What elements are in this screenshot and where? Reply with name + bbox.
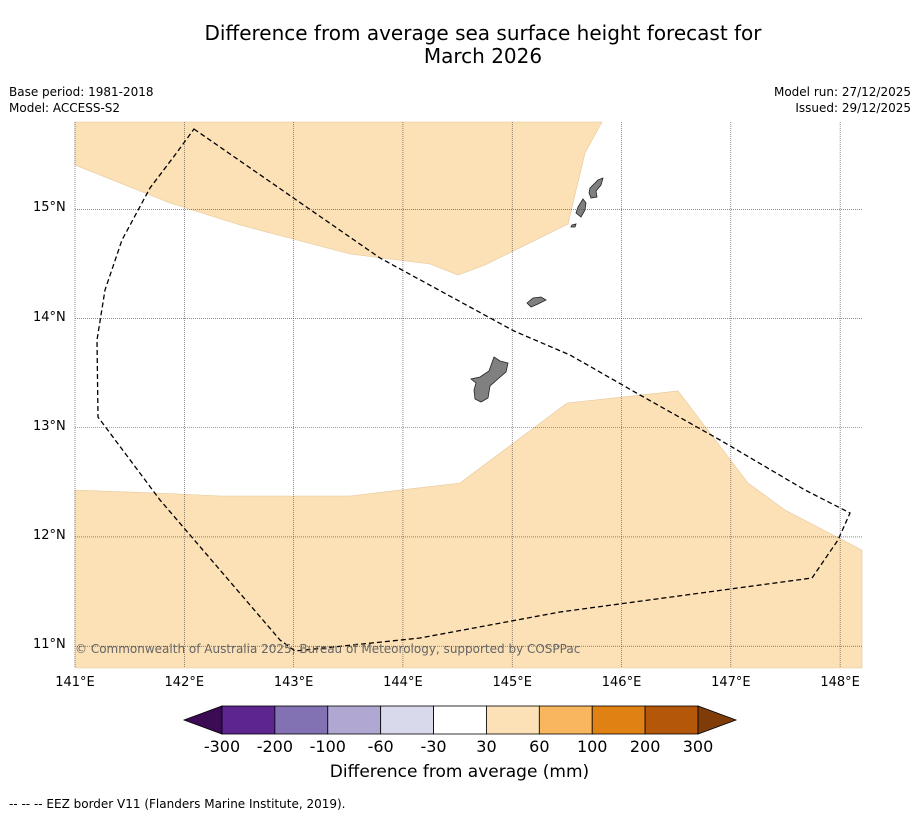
colorbar-segment-6 [538, 705, 593, 735]
lon-label-143: 143°E [273, 675, 314, 690]
meta-right: Model run: 27/12/2025 Issued: 29/12/2025 [774, 84, 911, 116]
colorbar-tick: -100 [309, 737, 346, 756]
chart-title: Difference from average sea surface heig… [0, 22, 919, 68]
lon-label-146: 146°E [601, 675, 642, 690]
copyright-notice: © Commonwealth of Australia 2025, Bureau… [75, 642, 581, 656]
colorbar-tick: -300 [203, 737, 241, 756]
lat-label-15: 15°N [33, 200, 66, 216]
meta-left: Base period: 1981-2018 Model: ACCESS-S2 [9, 84, 154, 116]
title-line-2: March 2026 [423, 44, 543, 68]
lat-label-12: 12°N [33, 527, 66, 543]
colorbar-tick: 100 [576, 737, 608, 756]
lon-label-145: 145°E [492, 675, 532, 690]
colorbar-extend-high [697, 705, 738, 735]
lon-label-141: 141°E [55, 675, 95, 690]
colorbar-segment-5 [486, 705, 540, 735]
colorbar-segment-0 [221, 705, 276, 735]
gridlines [74, 122, 862, 668]
issued-date: Issued: 29/12/2025 [795, 101, 911, 115]
colorbar-segment-3 [380, 705, 434, 735]
lon-label-148: 148°E [820, 675, 860, 690]
colorbar-segment-8 [644, 705, 699, 735]
colorbar-tick: -60 [367, 737, 394, 756]
lon-label-144: 144°E [383, 675, 423, 690]
anomaly-region-north [74, 121, 603, 276]
model-run: Model run: 27/12/2025 [773, 85, 911, 99]
colorbar-tick: 200 [629, 737, 661, 756]
saipan-island [588, 177, 604, 199]
aguijan-island [570, 223, 577, 228]
lat-label-14: 14°N [33, 309, 66, 325]
colorbar-extend-low [182, 705, 223, 735]
lon-label-142: 142°E [164, 675, 205, 690]
colorbar-segment-4 [433, 705, 487, 735]
colorbar-tick: 60 [529, 737, 550, 756]
eez-legend-footer: -- -- -- EEZ border V11 (Flanders Marine… [9, 797, 346, 811]
colorbar-label: Difference from average (mm) [329, 762, 590, 782]
guam-island [470, 356, 509, 403]
lat-label-13: 13°N [33, 418, 66, 434]
lat-label-11: 11°N [33, 637, 66, 653]
colorbar-segment-1 [274, 705, 329, 735]
colorbar-tick: 30 [476, 737, 497, 756]
colorbar-tick: 300 [682, 737, 714, 756]
base-period: Base period: 1981-2018 [9, 85, 154, 99]
model-name: Model: ACCESS-S2 [9, 101, 121, 115]
title-line-1: Difference from average sea surface heig… [204, 21, 762, 45]
tinian-island [575, 198, 587, 218]
colorbar-tick: -200 [256, 737, 294, 756]
colorbar-segment-7 [591, 705, 646, 735]
anomaly-region-south [74, 390, 863, 669]
eez-border [96, 128, 851, 652]
colorbar-segment-2 [327, 705, 382, 735]
colorbar-tick: -30 [420, 737, 447, 756]
rota-island [526, 296, 547, 308]
lon-label-147: 147°E [711, 675, 751, 690]
